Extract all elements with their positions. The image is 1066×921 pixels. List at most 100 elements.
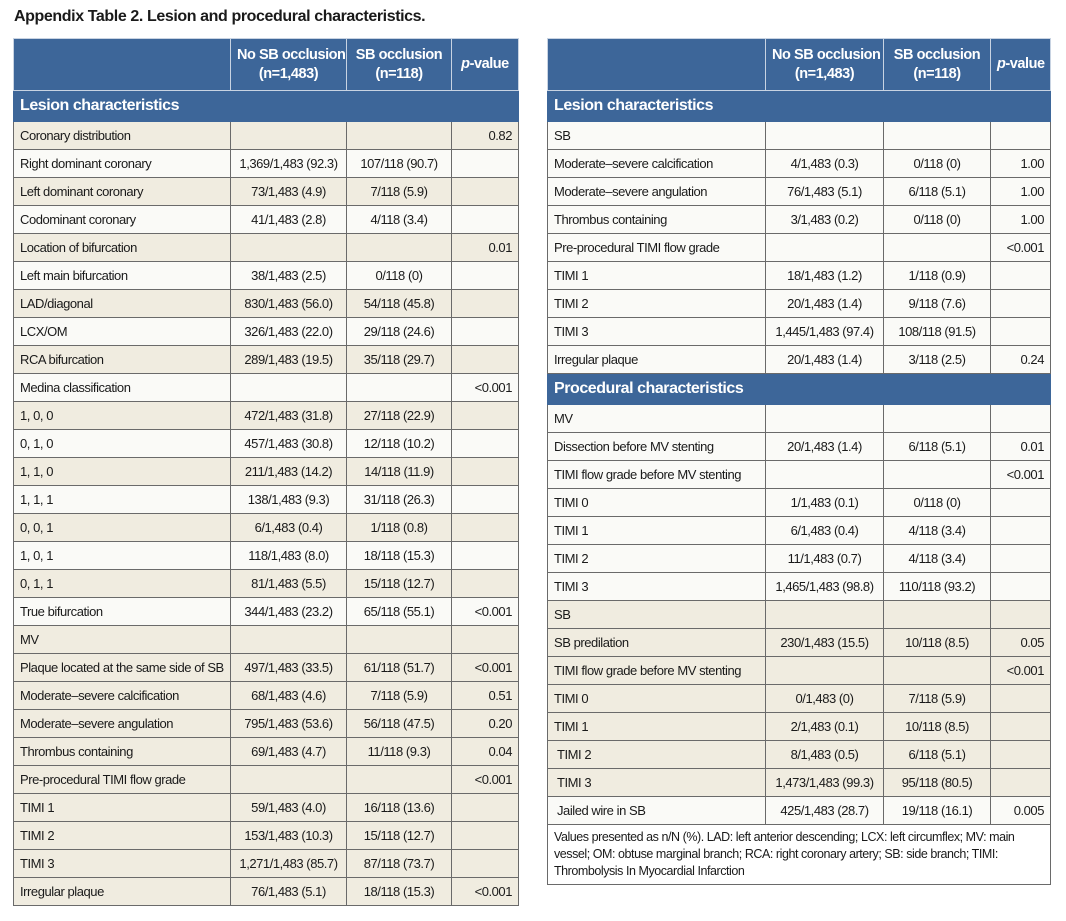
p-value (451, 793, 519, 822)
no-sb-occlusion-value: 38/1,483 (2.5) (230, 261, 347, 290)
row-label: SB (547, 600, 766, 629)
table-row: 1, 0, 1 118/1,483 (8.0) 18/118 (15.3) (13, 541, 519, 570)
header-p-value: p-value (990, 38, 1051, 91)
row-label: Irregular plaque (13, 877, 231, 906)
table-row: Thrombus containing 3/1,483 (0.2) 0/118 (0… (547, 205, 1051, 234)
sb-occlusion-value (883, 233, 991, 262)
sb-occlusion-value: 87/118 (73.7) (346, 849, 452, 878)
row-label: Coronary distribution (13, 121, 231, 150)
table-row: 1, 0, 0 472/1,483 (31.8) 27/118 (22.9) (13, 401, 519, 430)
p-value: 0.82 (451, 121, 519, 150)
sb-occlusion-value: 4/118 (3.4) (346, 205, 452, 234)
table-row: TIMI 3 1,465/1,483 (98.8) 110/118 (93.2) (547, 572, 1051, 601)
p-value (990, 317, 1051, 346)
row-label: TIMI 0 (547, 684, 766, 713)
sb-occlusion-value: 110/118 (93.2) (883, 572, 991, 601)
sb-occlusion-value: 0/118 (0) (883, 488, 991, 517)
p-value (990, 712, 1051, 741)
no-sb-occlusion-value: 344/1,483 (23.2) (230, 597, 347, 626)
section-header-row: Lesion characteristics (547, 90, 1051, 122)
p-value (451, 261, 519, 290)
table-row: TIMI 2 11/1,483 (0.7) 4/118 (3.4) (547, 544, 1051, 573)
p-value (990, 684, 1051, 713)
table-row: True bifurcation 344/1,483 (23.2) 65/118 (… (13, 597, 519, 626)
no-sb-occlusion-value (765, 656, 884, 685)
no-sb-occlusion-value: 118/1,483 (8.0) (230, 541, 347, 570)
no-sb-occlusion-value: 59/1,483 (4.0) (230, 793, 347, 822)
p-value (451, 569, 519, 598)
table-row: SB predilation 230/1,483 (15.5) 10/118 (8.… (547, 628, 1051, 657)
row-label: TIMI 2 (13, 821, 231, 850)
no-sb-occlusion-value: 497/1,483 (33.5) (230, 653, 347, 682)
no-sb-occlusion-value: 73/1,483 (4.9) (230, 177, 347, 206)
p-value: <0.001 (451, 597, 519, 626)
no-sb-occlusion-value: 20/1,483 (1.4) (765, 345, 884, 374)
p-value: <0.001 (990, 656, 1051, 685)
table-row: Irregular plaque 20/1,483 (1.4) 3/118 (2.5… (547, 345, 1051, 374)
table-row: Left dominant coronary 73/1,483 (4.9) 7/11… (13, 177, 519, 206)
header-p: p (997, 56, 1006, 72)
sb-occlusion-value: 0/118 (0) (883, 149, 991, 178)
table-row: Pre-procedural TIMI flow grade <0.001 (13, 765, 519, 794)
sb-occlusion-value: 14/118 (11.9) (346, 457, 452, 486)
no-sb-occlusion-value: 1,369/1,483 (92.3) (230, 149, 347, 178)
section-header-row: Lesion characteristics (13, 90, 519, 122)
row-label: LAD/diagonal (13, 289, 231, 318)
no-sb-occlusion-value (765, 233, 884, 262)
header-text: No SB occlusion (772, 46, 881, 63)
table-row: TIMI 2 153/1,483 (10.3) 15/118 (12.7) (13, 821, 519, 850)
p-value (451, 205, 519, 234)
no-sb-occlusion-value: 20/1,483 (1.4) (765, 289, 884, 318)
left-table: No SB occlusion (n=1,483) SB occlusion (n=… (13, 38, 519, 906)
sb-occlusion-value: 15/118 (12.7) (346, 569, 452, 598)
header-no-sb-occlusion: No SB occlusion (n=1,483) (230, 38, 347, 91)
p-value (451, 401, 519, 430)
sb-occlusion-value: 9/118 (7.6) (883, 289, 991, 318)
row-label: Left dominant coronary (13, 177, 231, 206)
table-row: Dissection before MV stenting 20/1,483 (1… (547, 432, 1051, 461)
p-value (451, 177, 519, 206)
no-sb-occlusion-value: 1,465/1,483 (98.8) (765, 572, 884, 601)
p-value: 1.00 (990, 177, 1051, 206)
header-row: No SB occlusion (n=1,483) SB occlusion (n=… (547, 38, 1051, 91)
p-value: <0.001 (451, 653, 519, 682)
row-label: MV (547, 404, 766, 433)
p-value (451, 149, 519, 178)
sb-occlusion-value: 95/118 (80.5) (883, 768, 991, 797)
row-label: LCX/OM (13, 317, 231, 346)
sb-occlusion-value: 11/118 (9.3) (346, 737, 452, 766)
row-label: SB (547, 121, 766, 150)
sb-occlusion-value: 7/118 (5.9) (346, 681, 452, 710)
table-row: TIMI flow grade before MV stenting <0.001 (547, 656, 1051, 685)
no-sb-occlusion-value (765, 404, 884, 433)
row-label: Pre-procedural TIMI flow grade (547, 233, 766, 262)
p-value (451, 821, 519, 850)
no-sb-occlusion-value: 11/1,483 (0.7) (765, 544, 884, 573)
p-value (451, 289, 519, 318)
section-header-row: Procedural characteristics (547, 373, 1051, 405)
p-value: <0.001 (451, 877, 519, 906)
row-label: Pre-procedural TIMI flow grade (13, 765, 231, 794)
header-p-value: p-value (451, 38, 519, 91)
p-value (990, 600, 1051, 629)
row-label: Dissection before MV stenting (547, 432, 766, 461)
row-label: Right dominant coronary (13, 149, 231, 178)
sb-occlusion-value: 31/118 (26.3) (346, 485, 452, 514)
sb-occlusion-value: 4/118 (3.4) (883, 516, 991, 545)
no-sb-occlusion-value: 3/1,483 (0.2) (765, 205, 884, 234)
no-sb-occlusion-value (230, 233, 347, 262)
row-label: TIMI 2 (547, 740, 766, 769)
section-title: Lesion characteristics (13, 90, 519, 122)
no-sb-occlusion-value: 153/1,483 (10.3) (230, 821, 347, 850)
p-value: 0.51 (451, 681, 519, 710)
table-row: 1, 1, 0 211/1,483 (14.2) 14/118 (11.9) (13, 457, 519, 486)
table-row: TIMI 3 1,271/1,483 (85.7) 87/118 (73.7) (13, 849, 519, 878)
row-label: Codominant coronary (13, 205, 231, 234)
row-label: MV (13, 625, 231, 654)
p-value: <0.001 (451, 765, 519, 794)
row-label: Jailed wire in SB (547, 796, 766, 825)
row-label: TIMI 2 (547, 289, 766, 318)
header-text: No SB occlusion (237, 46, 346, 63)
no-sb-occlusion-value: 20/1,483 (1.4) (765, 432, 884, 461)
table-row: TIMI flow grade before MV stenting <0.001 (547, 460, 1051, 489)
